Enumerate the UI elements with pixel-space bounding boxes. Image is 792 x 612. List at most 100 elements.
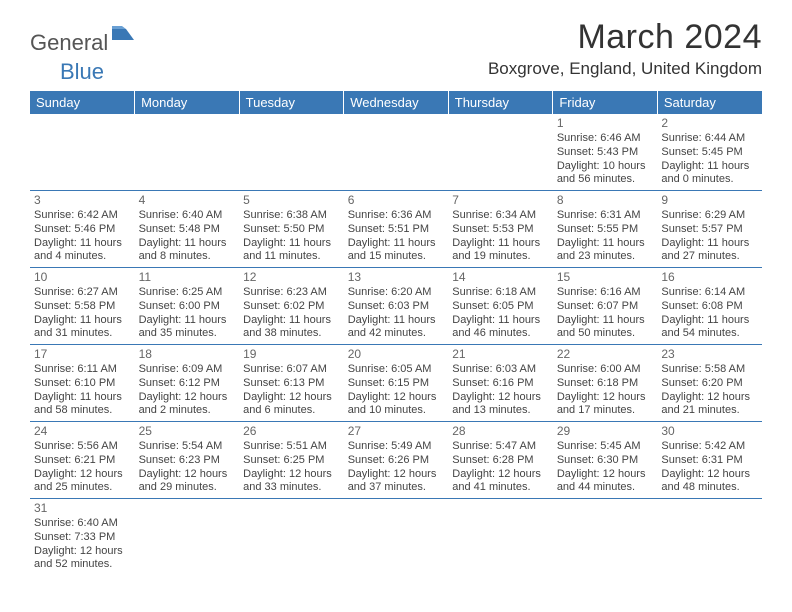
day-number: 17 — [34, 347, 131, 362]
sunset-text: Sunset: 5:55 PM — [557, 223, 654, 237]
day-number: 28 — [452, 424, 549, 439]
weekday-header: Saturday — [657, 91, 762, 114]
sunset-text: Sunset: 5:58 PM — [34, 300, 131, 314]
weekday-header: Sunday — [30, 91, 135, 114]
calendar-day-cell: 23Sunrise: 5:58 AMSunset: 6:20 PMDayligh… — [657, 345, 762, 422]
calendar-day-cell: 18Sunrise: 6:09 AMSunset: 6:12 PMDayligh… — [135, 345, 240, 422]
sunset-text: Sunset: 6:03 PM — [348, 300, 445, 314]
daylight-text: Daylight: 11 hours — [139, 237, 236, 251]
location-subtitle: Boxgrove, England, United Kingdom — [488, 59, 762, 79]
calendar-empty-cell — [135, 114, 240, 191]
day-number: 15 — [557, 270, 654, 285]
sunrise-text: Sunrise: 6:14 AM — [661, 286, 758, 300]
sunrise-text: Sunrise: 6:25 AM — [139, 286, 236, 300]
sunrise-text: Sunrise: 5:51 AM — [243, 440, 340, 454]
daylight-text: and 35 minutes. — [139, 327, 236, 341]
day-number: 20 — [348, 347, 445, 362]
sunset-text: Sunset: 5:50 PM — [243, 223, 340, 237]
calendar-day-cell: 6Sunrise: 6:36 AMSunset: 5:51 PMDaylight… — [344, 191, 449, 268]
sunrise-text: Sunrise: 5:42 AM — [661, 440, 758, 454]
sunrise-text: Sunrise: 6:34 AM — [452, 209, 549, 223]
sunset-text: Sunset: 6:13 PM — [243, 377, 340, 391]
calendar-day-cell: 9Sunrise: 6:29 AMSunset: 5:57 PMDaylight… — [657, 191, 762, 268]
daylight-text: and 8 minutes. — [139, 250, 236, 264]
day-number: 16 — [661, 270, 758, 285]
calendar-day-cell: 20Sunrise: 6:05 AMSunset: 6:15 PMDayligh… — [344, 345, 449, 422]
daylight-text: Daylight: 12 hours — [452, 391, 549, 405]
weekday-header: Friday — [553, 91, 658, 114]
daylight-text: Daylight: 11 hours — [452, 237, 549, 251]
daylight-text: Daylight: 11 hours — [452, 314, 549, 328]
calendar-day-cell: 28Sunrise: 5:47 AMSunset: 6:28 PMDayligh… — [448, 422, 553, 499]
calendar-day-cell: 10Sunrise: 6:27 AMSunset: 5:58 PMDayligh… — [30, 268, 135, 345]
day-number: 29 — [557, 424, 654, 439]
calendar-day-cell: 22Sunrise: 6:00 AMSunset: 6:18 PMDayligh… — [553, 345, 658, 422]
sunset-text: Sunset: 7:33 PM — [34, 531, 131, 545]
sunrise-text: Sunrise: 6:38 AM — [243, 209, 340, 223]
day-number: 12 — [243, 270, 340, 285]
daylight-text: Daylight: 12 hours — [557, 391, 654, 405]
daylight-text: Daylight: 11 hours — [34, 391, 131, 405]
daylight-text: Daylight: 12 hours — [34, 468, 131, 482]
weekday-header: Wednesday — [344, 91, 449, 114]
calendar-empty-cell — [448, 114, 553, 191]
calendar-empty-cell — [553, 499, 658, 576]
sunset-text: Sunset: 6:25 PM — [243, 454, 340, 468]
calendar-empty-cell — [239, 499, 344, 576]
daylight-text: and 48 minutes. — [661, 481, 758, 495]
daylight-text: and 42 minutes. — [348, 327, 445, 341]
daylight-text: and 31 minutes. — [34, 327, 131, 341]
calendar-day-cell: 19Sunrise: 6:07 AMSunset: 6:13 PMDayligh… — [239, 345, 344, 422]
sunset-text: Sunset: 6:10 PM — [34, 377, 131, 391]
sunrise-text: Sunrise: 6:23 AM — [243, 286, 340, 300]
calendar-week-row: 24Sunrise: 5:56 AMSunset: 6:21 PMDayligh… — [30, 422, 762, 499]
day-number: 1 — [557, 116, 654, 131]
sunset-text: Sunset: 5:48 PM — [139, 223, 236, 237]
daylight-text: and 38 minutes. — [243, 327, 340, 341]
sunrise-text: Sunrise: 5:47 AM — [452, 440, 549, 454]
calendar-day-cell: 30Sunrise: 5:42 AMSunset: 6:31 PMDayligh… — [657, 422, 762, 499]
sunset-text: Sunset: 6:18 PM — [557, 377, 654, 391]
day-number: 8 — [557, 193, 654, 208]
daylight-text: and 54 minutes. — [661, 327, 758, 341]
daylight-text: and 29 minutes. — [139, 481, 236, 495]
day-number: 14 — [452, 270, 549, 285]
sunrise-text: Sunrise: 6:03 AM — [452, 363, 549, 377]
calendar-empty-cell — [239, 114, 344, 191]
sunset-text: Sunset: 5:43 PM — [557, 146, 654, 160]
sunrise-text: Sunrise: 6:00 AM — [557, 363, 654, 377]
sunrise-text: Sunrise: 6:40 AM — [139, 209, 236, 223]
daylight-text: Daylight: 11 hours — [139, 314, 236, 328]
daylight-text: and 11 minutes. — [243, 250, 340, 264]
daylight-text: and 2 minutes. — [139, 404, 236, 418]
sunset-text: Sunset: 6:20 PM — [661, 377, 758, 391]
daylight-text: and 15 minutes. — [348, 250, 445, 264]
calendar-empty-cell — [448, 499, 553, 576]
sunrise-text: Sunrise: 6:20 AM — [348, 286, 445, 300]
daylight-text: Daylight: 11 hours — [557, 237, 654, 251]
daylight-text: Daylight: 12 hours — [34, 545, 131, 559]
sunrise-text: Sunrise: 6:44 AM — [661, 132, 758, 146]
weekday-header: Monday — [135, 91, 240, 114]
calendar-empty-cell — [30, 114, 135, 191]
sunrise-text: Sunrise: 6:09 AM — [139, 363, 236, 377]
calendar-day-cell: 7Sunrise: 6:34 AMSunset: 5:53 PMDaylight… — [448, 191, 553, 268]
daylight-text: Daylight: 11 hours — [557, 314, 654, 328]
calendar-day-cell: 1Sunrise: 6:46 AMSunset: 5:43 PMDaylight… — [553, 114, 658, 191]
daylight-text: and 33 minutes. — [243, 481, 340, 495]
daylight-text: Daylight: 12 hours — [348, 468, 445, 482]
day-number: 9 — [661, 193, 758, 208]
daylight-text: and 50 minutes. — [557, 327, 654, 341]
daylight-text: and 56 minutes. — [557, 173, 654, 187]
day-number: 11 — [139, 270, 236, 285]
weekday-header-row: Sunday Monday Tuesday Wednesday Thursday… — [30, 91, 762, 114]
daylight-text: Daylight: 11 hours — [348, 237, 445, 251]
daylight-text: and 46 minutes. — [452, 327, 549, 341]
sunrise-text: Sunrise: 6:11 AM — [34, 363, 131, 377]
day-number: 18 — [139, 347, 236, 362]
calendar-day-cell: 13Sunrise: 6:20 AMSunset: 6:03 PMDayligh… — [344, 268, 449, 345]
sunset-text: Sunset: 6:08 PM — [661, 300, 758, 314]
day-number: 27 — [348, 424, 445, 439]
calendar-day-cell: 26Sunrise: 5:51 AMSunset: 6:25 PMDayligh… — [239, 422, 344, 499]
daylight-text: Daylight: 11 hours — [243, 314, 340, 328]
